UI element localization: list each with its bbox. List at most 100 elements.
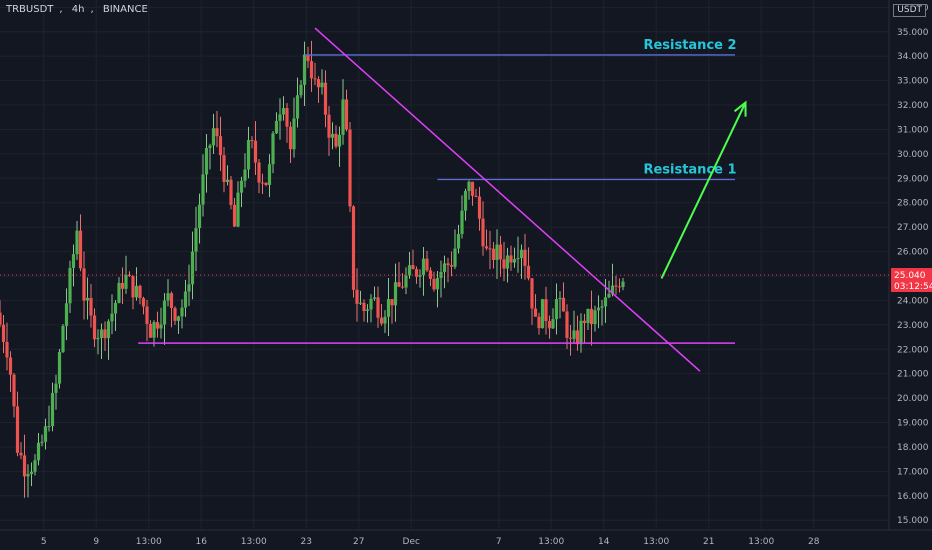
candle-body (162, 300, 167, 325)
candle-body (61, 325, 65, 353)
candle-body (586, 308, 590, 324)
price-tick-label: 27.000 (897, 223, 929, 233)
candle-body (180, 307, 184, 317)
candle-body (484, 246, 489, 249)
time-axis[interactable]: 5 9 13:00 16 13:00 23 27 Dec 7 13:00 14 13:00 21 13:0… (41, 537, 820, 547)
candle-body (19, 452, 23, 456)
candle-body (96, 337, 100, 340)
time-tick-label: 9 (93, 537, 99, 547)
candle-body (537, 316, 541, 329)
price-tick-label: 18.000 (897, 443, 929, 453)
candle-body (201, 174, 205, 205)
candle-body (565, 311, 569, 338)
candle-body (159, 324, 163, 329)
candle-body (348, 129, 352, 207)
candle-body (89, 297, 93, 316)
candle-body (152, 322, 156, 338)
candle-body (579, 320, 583, 345)
current-price-box (891, 268, 932, 293)
candle-body (509, 255, 513, 263)
candle-body (274, 120, 279, 134)
candle-body (516, 258, 520, 260)
candle-body (411, 265, 415, 270)
candle-body (138, 285, 142, 299)
candle-body (414, 269, 419, 277)
candle-body (397, 282, 401, 287)
time-tick-label: 13:00 (748, 537, 774, 547)
candle-body (505, 255, 510, 269)
candle-body (257, 162, 261, 183)
price-tick-label: 34.000 (897, 52, 929, 62)
time-tick-label: 5 (41, 537, 47, 547)
candle-body (211, 128, 216, 146)
price-tick-label: 24.000 (897, 296, 929, 306)
candle-body (243, 169, 247, 181)
candle-body (320, 82, 324, 88)
candle-body (26, 474, 30, 477)
candle-body (78, 230, 83, 269)
drawings: Resistance 1 Resistance 2 (138, 27, 747, 372)
candle-body (40, 441, 44, 443)
currency-badge[interactable]: USDT (893, 4, 926, 17)
price-tick-label: 29.000 (897, 174, 929, 184)
candle-body (481, 218, 485, 247)
candle-body (29, 471, 34, 475)
projection-arrow-head (733, 100, 747, 117)
interval[interactable]: 4h (71, 4, 85, 15)
candle-body (491, 248, 496, 260)
candle-body (236, 192, 240, 227)
candle-body (621, 281, 625, 287)
candle-body (187, 284, 191, 292)
resistance-1-label: Resistance 1 (643, 163, 736, 178)
candle-body (383, 316, 387, 324)
candle-body (176, 316, 181, 321)
candle-body (488, 248, 492, 250)
candle-body (575, 330, 580, 345)
candle-body (407, 265, 412, 276)
price-tick-label: 21.000 (897, 370, 929, 380)
candle-body (82, 268, 86, 301)
candle-body (379, 317, 384, 324)
candle-body (85, 297, 90, 301)
price-tick-label: 28.000 (897, 199, 929, 209)
price-tick-label: 26.000 (897, 248, 929, 258)
candle-body (190, 251, 195, 285)
candle-body (8, 357, 13, 375)
candle-body (547, 321, 552, 329)
candle-body (194, 228, 198, 252)
candle-body (498, 244, 503, 260)
candle-body (292, 118, 296, 150)
symbol[interactable]: TRBUSDT (6, 4, 54, 15)
candle-body (92, 315, 97, 340)
price-tick-label: 22.000 (897, 345, 929, 355)
candle-body (474, 195, 478, 197)
candle-body (512, 259, 517, 263)
candle-body (386, 299, 391, 317)
time-tick-label: 13:00 (241, 537, 267, 547)
candle-body (334, 133, 338, 147)
candle-body (253, 140, 258, 163)
candle-body (421, 258, 426, 275)
time-tick-label: Dec (403, 537, 420, 547)
candle-body (285, 108, 289, 127)
candle-body (68, 267, 72, 304)
candle-body (229, 179, 233, 205)
candle-body (75, 230, 79, 255)
candle-body (306, 54, 310, 62)
candle-body (313, 78, 317, 80)
price-tick-label: 15.000 (897, 516, 929, 526)
candle-body (453, 248, 457, 267)
candle-body (246, 140, 251, 170)
candle-body (309, 61, 314, 79)
candle-body (134, 285, 139, 298)
candle-body (432, 278, 436, 290)
candle-body (418, 274, 422, 277)
candle-body (302, 54, 307, 85)
candle-body (113, 302, 118, 314)
price-tick-label: 35.000 (897, 28, 929, 38)
candle-body (57, 352, 62, 384)
candle-body (337, 134, 342, 147)
candle-body (400, 286, 405, 288)
